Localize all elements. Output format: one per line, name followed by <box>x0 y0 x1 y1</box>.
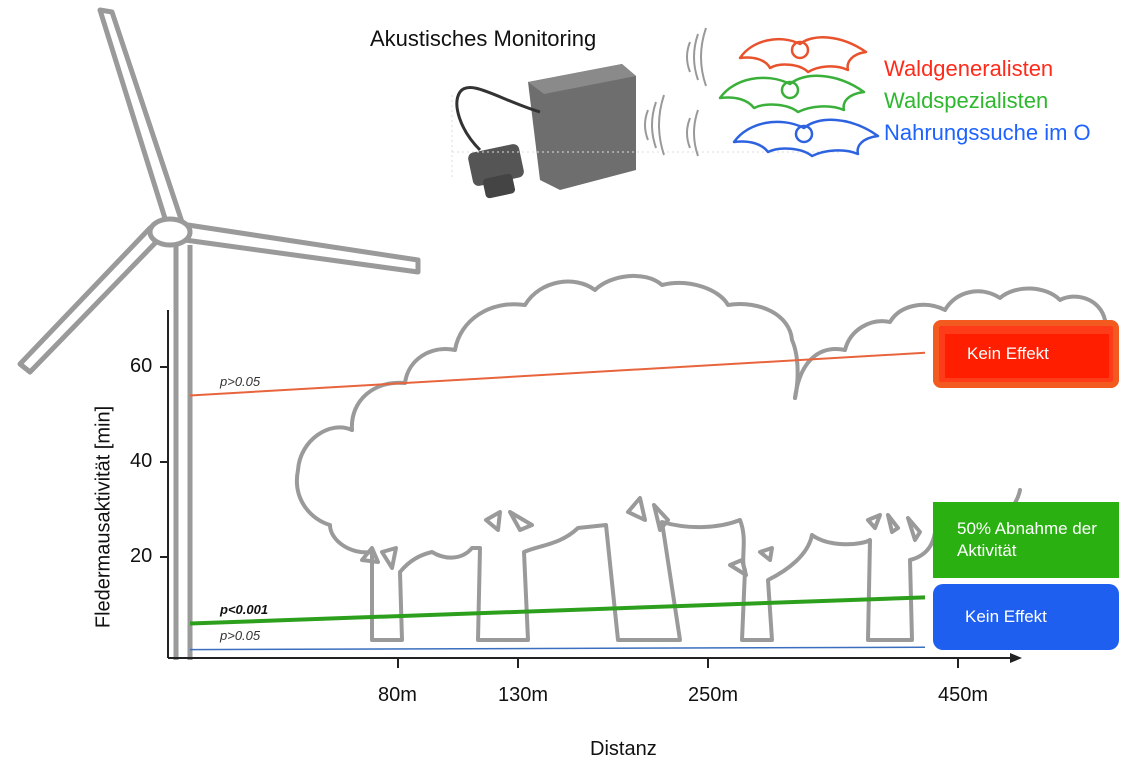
x-tick-label-80m: 80m <box>378 684 417 706</box>
x-tick-label-450m: 450m <box>938 684 989 706</box>
bat-green-icon <box>718 74 866 114</box>
sound-wave-icon <box>644 27 707 157</box>
effect-badge-green-label: 50% Abnahme der Aktivität <box>957 519 1097 560</box>
forest-icon <box>294 273 1107 642</box>
x-axis-label: Distanz <box>590 738 657 760</box>
p-value-label-3: p>0.05 <box>220 627 261 643</box>
series-line-3 <box>189 646 926 651</box>
x-tick-label-250m: 250m <box>688 684 739 706</box>
x-axis-arrow <box>1010 653 1022 663</box>
monitoring-title: Akustisches Monitoring <box>370 26 597 51</box>
p-value-label-2: p<0.001 <box>220 601 269 617</box>
effect-badge-blue: Kein Effekt <box>933 584 1119 650</box>
y-tick-label-20: 20 <box>130 545 153 567</box>
legend-item-nahrungssuche: Nahrungssuche im O <box>884 120 1091 145</box>
wind-turbine-icon <box>17 7 421 660</box>
recorder-icon <box>451 64 840 199</box>
y-tick-label-40: 40 <box>130 450 153 472</box>
legend-item-waldgeneralisten: Waldgeneralisten <box>884 56 1054 81</box>
p-value-label-1: p>0.05 <box>220 373 261 389</box>
x-tick-label-130m: 130m <box>498 684 549 706</box>
legend-item-waldspezialisten: Waldspezialisten <box>884 88 1049 113</box>
y-tick-label-60: 60 <box>130 355 153 377</box>
effect-badge-red-label: Kein Effekt <box>967 344 1049 363</box>
series-line-1 <box>189 351 926 397</box>
effect-badge-red: Kein Effekt <box>933 320 1119 388</box>
y-axis-label: Fledermausaktivität [min] <box>92 405 115 629</box>
effect-badge-green: 50% Abnahme der Aktivität <box>933 502 1119 578</box>
series-line-2 <box>189 595 926 626</box>
effect-badge-blue-label: Kein Effekt <box>965 607 1047 626</box>
bat-red-icon <box>738 36 868 74</box>
bat-blue-icon <box>732 118 880 158</box>
